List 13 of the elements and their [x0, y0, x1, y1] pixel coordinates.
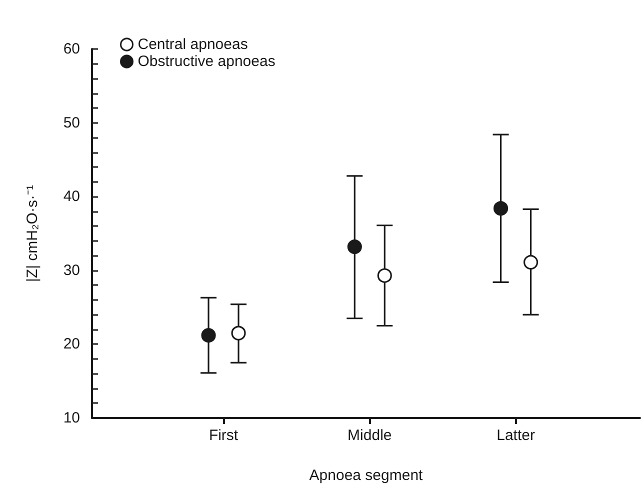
y-axis-title: |Z| cmH₂O·s·⁻¹	[24, 185, 41, 282]
x-tick-label: Latter	[496, 427, 535, 444]
x-axis-title: Apnoea segment	[309, 467, 424, 484]
y-tick-label: 30	[63, 262, 80, 279]
y-tick-label: 10	[63, 410, 80, 426]
y-tick-label: 20	[63, 336, 80, 353]
y-tick-label: 40	[63, 188, 80, 206]
y-tick-label: 60	[63, 40, 80, 58]
x-tick-label: Middle	[348, 427, 392, 444]
legend-label: Obstructive apnoeas	[138, 53, 276, 70]
legend-label: Central apnoeas	[138, 36, 248, 53]
y-tick-label: 50	[63, 114, 80, 132]
x-tick-label: First	[208, 427, 239, 444]
